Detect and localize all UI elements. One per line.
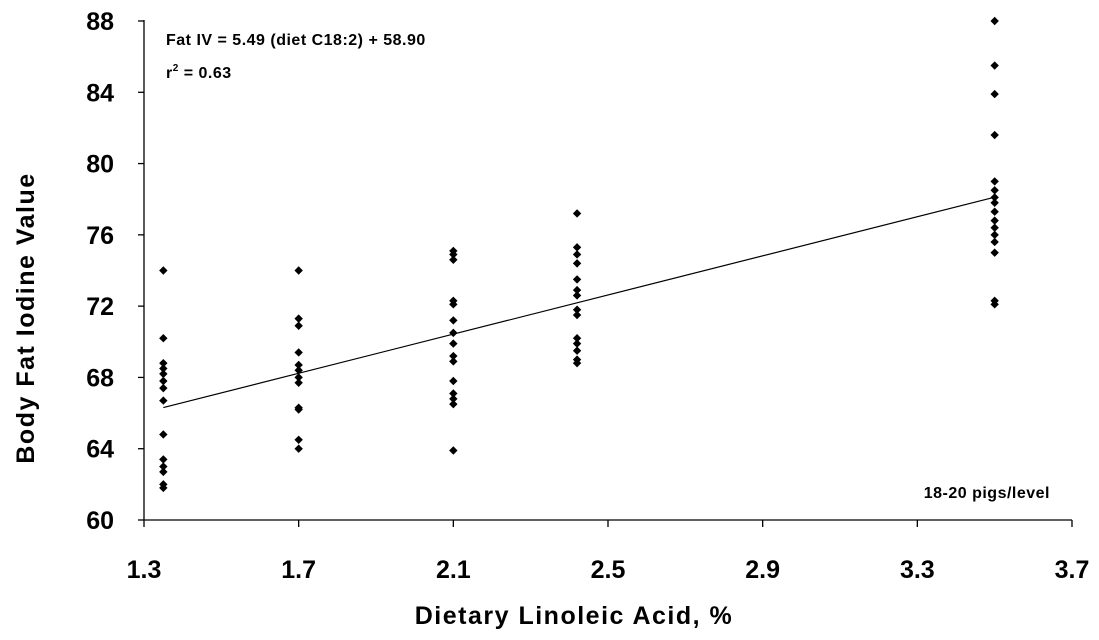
data-point [294,314,303,323]
data-point [449,351,458,361]
x-tick-label: 3.7 [1055,556,1090,584]
y-tick-label: 60 [86,507,114,535]
data-point [990,198,999,207]
data-point [990,300,999,309]
data-point [449,255,458,265]
data-point [572,305,582,314]
data-point [572,346,582,355]
axes [143,20,1072,521]
y-tick-label: 76 [86,222,114,250]
y-tick-label: 80 [86,151,114,179]
data-point [159,376,168,386]
data-point [572,339,582,348]
data-point [159,467,168,477]
data-point [572,310,582,320]
data-point [990,61,999,70]
data-point [159,364,168,373]
y-axis-title: Body Fat Iodine Value [12,172,40,463]
data-point [449,446,458,455]
data-point [990,16,999,26]
data-point [294,360,303,370]
data-point [294,444,303,453]
data-point [572,209,582,218]
data-point [449,300,458,309]
data-points [159,16,999,493]
data-point [572,250,582,259]
x-axis-ticks: 1.3 1.7 2.1 2.5 2.9 3.3 3.7 [127,520,1090,584]
data-point [449,357,458,366]
data-point [159,334,168,343]
data-point [449,399,458,409]
sample-size-note: 18-20 pigs/level [924,485,1050,502]
data-point [294,373,303,382]
data-point [990,186,999,195]
data-point [990,216,999,225]
data-point [294,378,303,387]
data-point [572,275,582,284]
data-point [572,243,582,252]
data-point [449,316,458,325]
x-tick-label: 1.7 [281,556,316,584]
regression-line [163,196,995,409]
y-tick-label: 72 [86,293,114,321]
data-point [572,291,582,300]
r-squared-annotation: r2 = 0.63 [166,63,232,82]
data-point [294,321,303,330]
data-point [990,237,999,247]
data-point [990,230,999,240]
data-point [159,266,168,275]
y-tick-label: 84 [86,79,114,107]
x-tick-label: 2.5 [591,556,626,584]
y-tick-label: 68 [86,364,114,392]
data-point [990,130,999,140]
x-tick-label: 1.3 [127,556,162,584]
data-point [449,339,458,348]
data-point [572,285,582,295]
y-axis-ticks: 60 64 68 72 76 80 84 88 [86,8,144,535]
data-point [159,483,168,493]
data-point [159,396,168,405]
data-point [294,405,303,414]
x-tick-label: 2.9 [745,556,780,584]
data-point [159,358,168,368]
data-point [990,207,999,216]
y-tick-label: 88 [86,8,114,36]
data-point [990,89,999,99]
data-point [990,223,999,232]
y-tick-label: 64 [86,436,114,464]
data-point [159,383,168,393]
data-point [449,250,458,259]
data-point [159,369,168,379]
data-point [990,177,999,186]
data-point [159,455,168,464]
data-point [572,334,582,343]
data-point [990,248,999,257]
data-point [449,376,458,386]
data-point [449,389,458,398]
data-point [572,259,582,268]
regression-equation: Fat IV = 5.49 (diet C18:2) + 58.90 [166,32,426,49]
data-point [159,462,168,471]
data-point [294,266,303,275]
x-tick-label: 3.3 [900,556,935,584]
data-point [449,394,458,404]
x-tick-label: 2.1 [436,556,471,584]
data-point [294,435,303,445]
x-axis-title: Dietary Linoleic Acid, % [415,602,733,630]
data-point [159,430,168,439]
data-point [572,358,582,368]
data-point [294,348,303,357]
